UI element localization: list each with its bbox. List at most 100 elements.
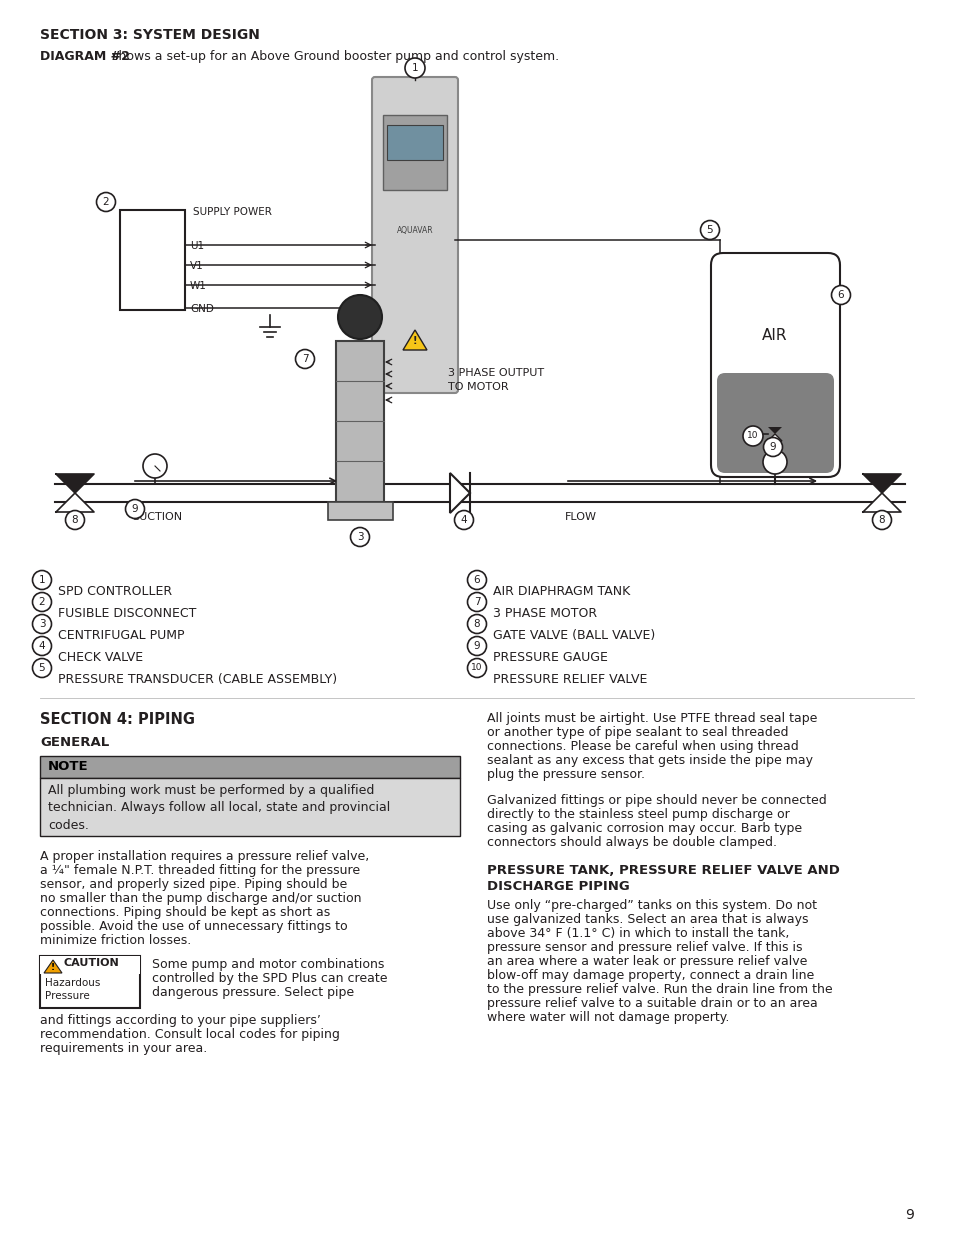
Circle shape <box>143 454 167 478</box>
Text: CHECK VALVE: CHECK VALVE <box>58 651 143 664</box>
Text: 7: 7 <box>301 354 308 364</box>
Polygon shape <box>450 473 470 513</box>
Text: pressure relief valve to a suitable drain or to an area: pressure relief valve to a suitable drai… <box>486 997 817 1010</box>
Text: where water will not damage property.: where water will not damage property. <box>486 1011 729 1024</box>
Circle shape <box>32 658 51 678</box>
Circle shape <box>32 593 51 611</box>
Text: 3: 3 <box>356 532 363 542</box>
FancyBboxPatch shape <box>40 756 459 778</box>
Text: V1: V1 <box>190 261 204 270</box>
Text: PRESSURE RELIEF VALVE: PRESSURE RELIEF VALVE <box>493 673 647 685</box>
Text: 1: 1 <box>39 576 45 585</box>
Circle shape <box>831 285 850 305</box>
Text: PRESSURE TANK, PRESSURE RELIEF VALVE AND: PRESSURE TANK, PRESSURE RELIEF VALVE AND <box>486 864 839 877</box>
Circle shape <box>405 58 424 78</box>
Text: 8: 8 <box>878 515 884 525</box>
Text: W2: W2 <box>347 382 363 391</box>
Text: AIR DIAPHRAGM TANK: AIR DIAPHRAGM TANK <box>493 585 630 598</box>
Text: minimize friction losses.: minimize friction losses. <box>40 934 191 947</box>
Text: 4: 4 <box>460 515 467 525</box>
FancyBboxPatch shape <box>40 956 140 1008</box>
Circle shape <box>467 658 486 678</box>
Polygon shape <box>44 960 62 973</box>
Text: SECTION 3: SYSTEM DESIGN: SECTION 3: SYSTEM DESIGN <box>40 28 259 42</box>
FancyBboxPatch shape <box>328 501 393 520</box>
Text: possible. Avoid the use of unnecessary fittings to: possible. Avoid the use of unnecessary f… <box>40 920 347 932</box>
Text: to the pressure relief valve. Run the drain line from the: to the pressure relief valve. Run the dr… <box>486 983 832 995</box>
Text: Galvanized fittings or pipe should never be connected: Galvanized fittings or pipe should never… <box>486 794 826 806</box>
Text: CAUTION: CAUTION <box>64 958 120 968</box>
Text: SUCTION: SUCTION <box>132 513 182 522</box>
Text: blow-off may damage property, connect a drain line: blow-off may damage property, connect a … <box>486 969 814 982</box>
Text: CENTRIFUGAL PUMP: CENTRIFUGAL PUMP <box>58 629 184 642</box>
Text: no smaller than the pump discharge and/or suction: no smaller than the pump discharge and/o… <box>40 892 361 905</box>
FancyBboxPatch shape <box>40 956 140 974</box>
Text: requirements in your area.: requirements in your area. <box>40 1042 207 1055</box>
Text: connectors should always be double clamped.: connectors should always be double clamp… <box>486 836 776 848</box>
Text: 3 PHASE MOTOR: 3 PHASE MOTOR <box>493 606 597 620</box>
Text: plug the pressure sensor.: plug the pressure sensor. <box>486 768 644 781</box>
Text: NOTE: NOTE <box>48 760 89 773</box>
Text: 6: 6 <box>474 576 479 585</box>
Text: All joints must be airtight. Use PTFE thread seal tape: All joints must be airtight. Use PTFE th… <box>486 713 817 725</box>
Circle shape <box>295 350 314 368</box>
Text: U2: U2 <box>347 358 361 368</box>
Text: Hazardous
Pressure: Hazardous Pressure <box>45 978 100 1000</box>
FancyBboxPatch shape <box>40 778 459 836</box>
FancyBboxPatch shape <box>710 253 840 477</box>
Circle shape <box>337 295 381 338</box>
FancyBboxPatch shape <box>387 125 442 161</box>
Text: sensor, and properly sized pipe. Piping should be: sensor, and properly sized pipe. Piping … <box>40 878 347 890</box>
Polygon shape <box>767 433 781 441</box>
Circle shape <box>32 615 51 634</box>
Text: 8: 8 <box>71 515 78 525</box>
Circle shape <box>742 426 762 446</box>
Text: DIAGRAM #2: DIAGRAM #2 <box>40 49 130 63</box>
Text: 3 PHASE OUTPUT
TO MOTOR: 3 PHASE OUTPUT TO MOTOR <box>448 368 543 391</box>
Text: connections. Please be careful when using thread: connections. Please be careful when usin… <box>486 740 798 753</box>
Circle shape <box>467 636 486 656</box>
Text: FLOW: FLOW <box>564 513 597 522</box>
Text: W1: W1 <box>190 282 207 291</box>
Text: directly to the stainless steel pump discharge or: directly to the stainless steel pump dis… <box>486 808 789 821</box>
Text: a ¼" female N.P.T. threaded fitting for the pressure: a ¼" female N.P.T. threaded fitting for … <box>40 864 359 877</box>
Circle shape <box>32 636 51 656</box>
Text: FUSIBLE DISCONNECT: FUSIBLE DISCONNECT <box>58 606 196 620</box>
Circle shape <box>872 510 890 530</box>
Text: 2: 2 <box>39 597 45 606</box>
Circle shape <box>454 510 473 530</box>
Text: above 34° F (1.1° C) in which to install the tank,: above 34° F (1.1° C) in which to install… <box>486 927 788 940</box>
Polygon shape <box>56 474 94 493</box>
Text: and fittings according to your pipe suppliers’: and fittings according to your pipe supp… <box>40 1014 320 1028</box>
Text: SPD CONTROLLER: SPD CONTROLLER <box>58 585 172 598</box>
Text: controlled by the SPD Plus can create: controlled by the SPD Plus can create <box>152 972 387 986</box>
Polygon shape <box>402 330 427 350</box>
Text: V2: V2 <box>347 370 360 380</box>
Text: A proper installation requires a pressure relief valve,: A proper installation requires a pressur… <box>40 850 369 863</box>
Circle shape <box>32 571 51 589</box>
Text: or another type of pipe sealant to seal threaded: or another type of pipe sealant to seal … <box>486 726 788 739</box>
FancyBboxPatch shape <box>382 115 447 190</box>
Polygon shape <box>862 493 900 513</box>
Text: DISCHARGE PIPING: DISCHARGE PIPING <box>486 881 629 893</box>
Circle shape <box>762 450 786 474</box>
Polygon shape <box>767 427 781 433</box>
Text: U1: U1 <box>190 241 204 251</box>
Text: SECTION 4: PIPING: SECTION 4: PIPING <box>40 713 194 727</box>
Text: sealant as any excess that gets inside the pipe may: sealant as any excess that gets inside t… <box>486 755 812 767</box>
FancyBboxPatch shape <box>120 210 185 310</box>
Text: 9: 9 <box>474 641 479 651</box>
Text: 4: 4 <box>39 641 45 651</box>
Text: PRESSURE GAUGE: PRESSURE GAUGE <box>493 651 607 664</box>
Polygon shape <box>862 474 900 493</box>
Text: casing as galvanic corrosion may occur. Barb type: casing as galvanic corrosion may occur. … <box>486 823 801 835</box>
Text: 2: 2 <box>103 198 110 207</box>
Text: AIR: AIR <box>761 327 787 342</box>
Text: 7: 7 <box>474 597 479 606</box>
Text: dangerous pressure. Select pipe: dangerous pressure. Select pipe <box>152 986 354 999</box>
Text: 3: 3 <box>39 619 45 629</box>
Text: 1: 1 <box>412 63 417 73</box>
Text: GND: GND <box>347 396 371 406</box>
FancyBboxPatch shape <box>717 373 833 473</box>
Text: recommendation. Consult local codes for piping: recommendation. Consult local codes for … <box>40 1028 339 1041</box>
